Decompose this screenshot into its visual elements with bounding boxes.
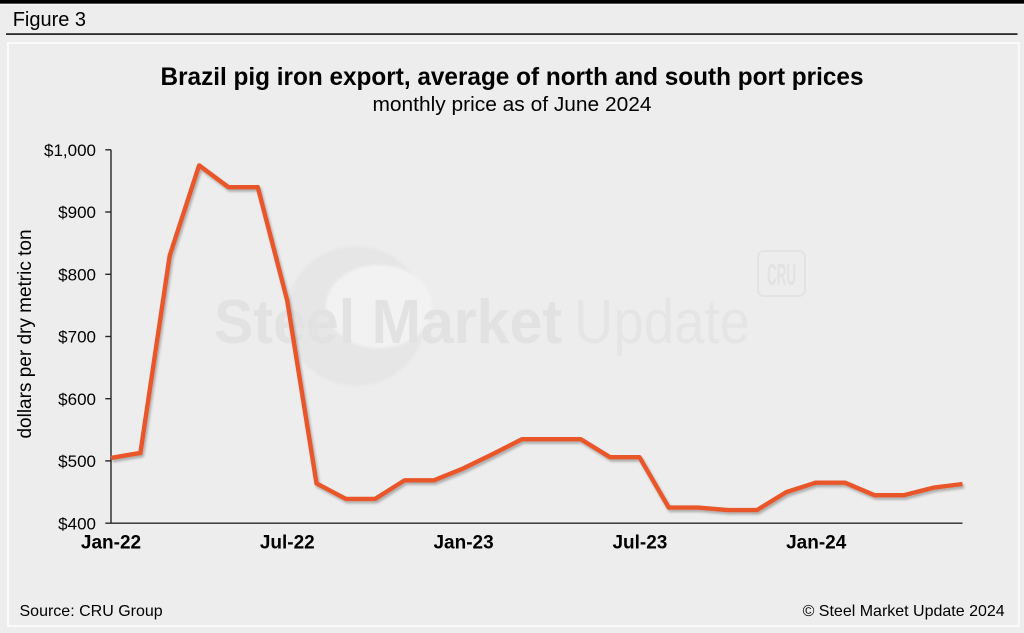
svg-text:$500: $500 — [58, 452, 96, 471]
svg-text:Steel Market: Steel Market — [214, 288, 562, 357]
svg-text:$400: $400 — [58, 514, 96, 533]
svg-text:monthly price as of June 2024: monthly price as of June 2024 — [373, 94, 652, 116]
svg-text:$900: $900 — [58, 203, 96, 222]
svg-text:$600: $600 — [58, 390, 96, 409]
svg-text:$700: $700 — [58, 328, 96, 347]
svg-text:Update: Update — [574, 288, 750, 357]
svg-text:Jan-24: Jan-24 — [786, 532, 847, 553]
svg-text:Brazil pig iron export, averag: Brazil pig iron export, average of north… — [161, 63, 864, 91]
svg-text:Jan-23: Jan-23 — [433, 532, 493, 553]
svg-text:dollars per dry metric ton: dollars per dry metric ton — [15, 229, 36, 438]
svg-text:Jul-23: Jul-23 — [612, 532, 667, 553]
svg-text:Source: CRU Group: Source: CRU Group — [20, 603, 163, 620]
svg-text:© Steel Market Update 2024: © Steel Market Update 2024 — [803, 603, 1005, 620]
svg-text:$800: $800 — [58, 265, 96, 284]
svg-text:Jul-22: Jul-22 — [260, 532, 315, 553]
svg-text:CRU: CRU — [767, 257, 796, 292]
svg-text:$1,000: $1,000 — [44, 141, 96, 160]
svg-text:Figure 3: Figure 3 — [13, 9, 86, 31]
svg-text:Jan-22: Jan-22 — [81, 532, 141, 553]
